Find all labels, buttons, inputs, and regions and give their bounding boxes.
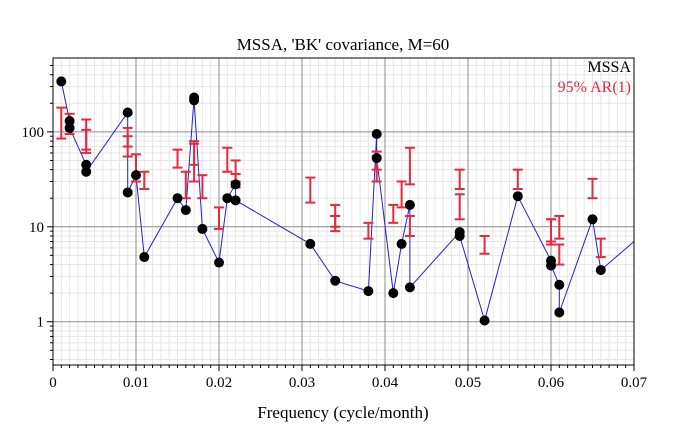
x-axis-label: Frequency (cycle/month) bbox=[257, 403, 428, 422]
data-point bbox=[222, 193, 233, 204]
data-point bbox=[139, 252, 150, 263]
data-point bbox=[180, 205, 191, 216]
x-tick-label: 0.04 bbox=[372, 375, 399, 391]
data-point bbox=[64, 116, 75, 127]
data-point bbox=[305, 238, 316, 249]
data-point bbox=[214, 257, 224, 268]
x-tick-label: 0.06 bbox=[538, 375, 565, 391]
error-bar bbox=[512, 168, 523, 191]
data-point bbox=[172, 193, 183, 204]
legend-entry-ar1: 95% AR(1) bbox=[558, 79, 631, 96]
error-bar bbox=[330, 214, 341, 233]
chart-title: MSSA, 'BK' covariance, M=60 bbox=[237, 35, 450, 54]
error-bar bbox=[587, 177, 598, 200]
data-point bbox=[554, 307, 565, 318]
y-tick-labels: 1 10 100 bbox=[22, 125, 45, 331]
error-bar bbox=[546, 218, 556, 243]
data-point bbox=[388, 288, 399, 299]
error-bar bbox=[388, 203, 399, 224]
data-point bbox=[122, 187, 133, 198]
data-point bbox=[230, 195, 241, 206]
data-point bbox=[587, 214, 598, 225]
data-point bbox=[454, 230, 465, 241]
data-point bbox=[396, 238, 407, 249]
y-tick-label: 10 bbox=[29, 220, 44, 236]
y-tick-label: 100 bbox=[22, 125, 45, 141]
data-points bbox=[56, 76, 606, 326]
data-point bbox=[122, 107, 133, 118]
x-tick-label: 0.07 bbox=[621, 375, 648, 391]
data-point bbox=[81, 159, 92, 170]
data-point bbox=[230, 179, 241, 190]
data-point bbox=[330, 275, 341, 286]
x-tick-label: 0.03 bbox=[289, 375, 315, 391]
error-bar bbox=[454, 193, 465, 221]
data-point bbox=[363, 286, 374, 297]
error-bar bbox=[172, 148, 183, 169]
x-tick-label: 0 bbox=[49, 375, 57, 391]
data-point bbox=[197, 223, 208, 234]
error-bar bbox=[404, 214, 415, 237]
data-point bbox=[56, 76, 67, 87]
error-bar bbox=[56, 106, 67, 140]
data-point bbox=[371, 153, 382, 164]
error-bar bbox=[122, 135, 133, 148]
x-tick-labels: 0 0.01 0.02 0.03 0.04 0.05 0.06 0.07 bbox=[49, 375, 647, 391]
x-tick-label: 0.02 bbox=[206, 375, 232, 391]
data-point bbox=[595, 265, 606, 276]
axis-ticks bbox=[47, 65, 635, 371]
error-bar bbox=[81, 128, 92, 151]
error-bar bbox=[197, 174, 208, 200]
error-bar bbox=[214, 206, 224, 230]
error-bar bbox=[454, 168, 465, 191]
data-point bbox=[131, 170, 141, 181]
x-tick-label: 0.01 bbox=[123, 375, 149, 391]
error-bars bbox=[56, 106, 606, 266]
error-bar bbox=[554, 243, 565, 266]
data-point bbox=[404, 199, 415, 210]
error-bar bbox=[595, 237, 606, 259]
data-point bbox=[546, 260, 556, 271]
data-point bbox=[554, 279, 565, 290]
data-point bbox=[404, 282, 415, 293]
error-bar bbox=[479, 234, 490, 255]
y-tick-label: 1 bbox=[37, 315, 45, 331]
error-bar bbox=[139, 170, 150, 191]
data-point bbox=[81, 166, 92, 177]
error-bar bbox=[396, 180, 407, 209]
data-point bbox=[479, 315, 490, 326]
data-point bbox=[189, 95, 200, 106]
error-bar bbox=[305, 176, 316, 204]
error-bar bbox=[222, 146, 233, 173]
error-bar bbox=[404, 146, 415, 186]
x-tick-label: 0.05 bbox=[455, 375, 481, 391]
data-point bbox=[371, 128, 382, 139]
data-point bbox=[512, 191, 523, 202]
error-bar bbox=[554, 214, 565, 240]
error-bar bbox=[189, 142, 200, 183]
data-point bbox=[64, 122, 75, 133]
legend-entry-mssa: MSSA bbox=[587, 59, 631, 76]
error-bar bbox=[363, 221, 374, 240]
